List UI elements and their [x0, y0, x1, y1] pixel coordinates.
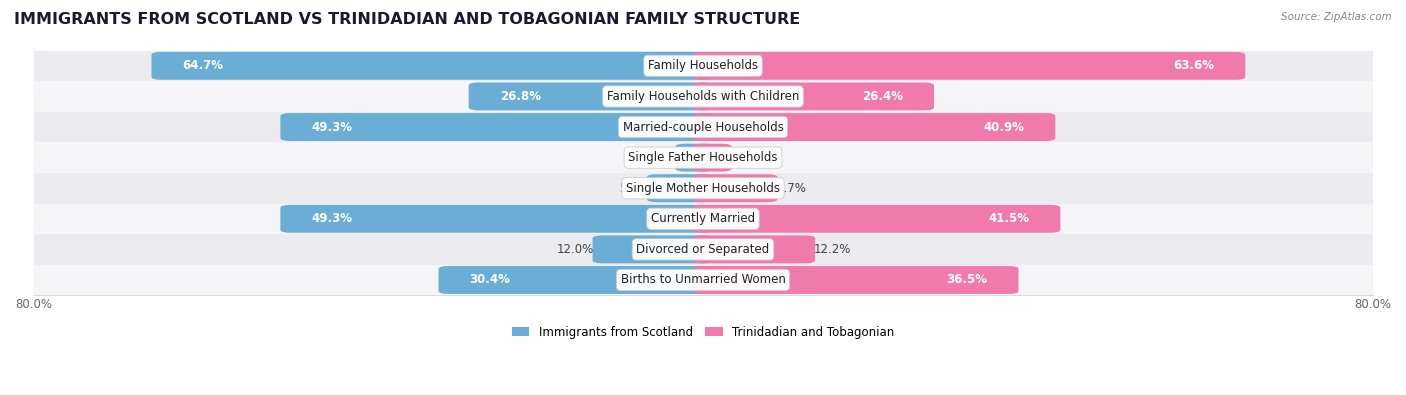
Text: 36.5%: 36.5%	[946, 273, 987, 286]
Text: 49.3%: 49.3%	[311, 212, 353, 225]
Text: 12.0%: 12.0%	[557, 243, 595, 256]
FancyBboxPatch shape	[693, 52, 1246, 80]
Text: Currently Married: Currently Married	[651, 212, 755, 225]
FancyBboxPatch shape	[693, 144, 731, 171]
Text: 30.4%: 30.4%	[470, 273, 510, 286]
FancyBboxPatch shape	[439, 266, 713, 294]
Text: 41.5%: 41.5%	[988, 212, 1029, 225]
Text: Single Mother Households: Single Mother Households	[626, 182, 780, 195]
Bar	[34, 81, 1372, 112]
Bar	[34, 203, 1372, 234]
Text: 5.5%: 5.5%	[619, 182, 648, 195]
Text: Births to Unmarried Women: Births to Unmarried Women	[620, 273, 786, 286]
Text: 49.3%: 49.3%	[311, 120, 353, 134]
FancyBboxPatch shape	[647, 174, 713, 202]
FancyBboxPatch shape	[152, 52, 713, 80]
Text: 26.4%: 26.4%	[862, 90, 903, 103]
Text: Family Households: Family Households	[648, 59, 758, 72]
Text: 26.8%: 26.8%	[499, 90, 541, 103]
Bar	[34, 112, 1372, 142]
Text: 63.6%: 63.6%	[1174, 59, 1215, 72]
Text: Source: ZipAtlas.com: Source: ZipAtlas.com	[1281, 12, 1392, 22]
FancyBboxPatch shape	[693, 235, 815, 263]
FancyBboxPatch shape	[693, 174, 778, 202]
FancyBboxPatch shape	[693, 113, 1056, 141]
Bar	[34, 265, 1372, 295]
FancyBboxPatch shape	[693, 266, 1018, 294]
FancyBboxPatch shape	[280, 113, 713, 141]
Text: Married-couple Households: Married-couple Households	[623, 120, 783, 134]
Bar	[34, 173, 1372, 203]
Text: 2.2%: 2.2%	[730, 151, 759, 164]
FancyBboxPatch shape	[675, 144, 713, 171]
Text: Family Households with Children: Family Households with Children	[607, 90, 799, 103]
Legend: Immigrants from Scotland, Trinidadian and Tobagonian: Immigrants from Scotland, Trinidadian an…	[508, 321, 898, 343]
Bar	[34, 142, 1372, 173]
FancyBboxPatch shape	[468, 83, 713, 110]
Text: 40.9%: 40.9%	[983, 120, 1025, 134]
Text: 7.7%: 7.7%	[776, 182, 806, 195]
FancyBboxPatch shape	[693, 83, 934, 110]
Bar	[34, 51, 1372, 81]
FancyBboxPatch shape	[280, 205, 713, 233]
FancyBboxPatch shape	[693, 205, 1060, 233]
Text: IMMIGRANTS FROM SCOTLAND VS TRINIDADIAN AND TOBAGONIAN FAMILY STRUCTURE: IMMIGRANTS FROM SCOTLAND VS TRINIDADIAN …	[14, 12, 800, 27]
Text: 12.2%: 12.2%	[814, 243, 851, 256]
Text: Single Father Households: Single Father Households	[628, 151, 778, 164]
Bar	[34, 234, 1372, 265]
FancyBboxPatch shape	[592, 235, 713, 263]
Text: Divorced or Separated: Divorced or Separated	[637, 243, 769, 256]
Text: 64.7%: 64.7%	[183, 59, 224, 72]
Text: 2.1%: 2.1%	[647, 151, 678, 164]
